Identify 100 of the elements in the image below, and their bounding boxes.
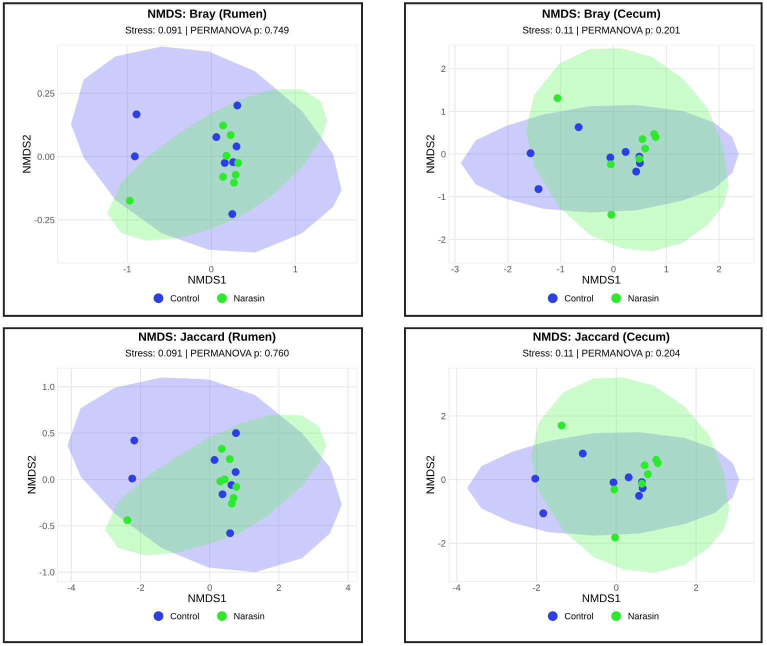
x-tick-label: -1 <box>557 266 564 272</box>
y-tick-label: -0.25 <box>34 216 54 224</box>
y-tick-label: 0.0 <box>42 476 54 483</box>
x-tick-label: 1 <box>664 266 668 272</box>
legend-label: Control <box>170 294 199 302</box>
x-tick-label: 1 <box>293 266 298 272</box>
legend-label: Narasin <box>234 294 264 302</box>
point <box>218 490 226 498</box>
point <box>218 444 226 453</box>
point <box>226 455 234 463</box>
point <box>226 131 235 140</box>
y-tick-label: -2 <box>438 236 446 243</box>
chart-subtitle: Stress: 0.091 | PERMANOVA p: 0.749 <box>126 26 289 36</box>
y-tick-label: 2 <box>441 412 446 420</box>
point <box>219 122 227 130</box>
y-tick-label: 0.5 <box>42 430 54 436</box>
point <box>558 422 566 430</box>
x-tick-label: -1 <box>124 266 131 272</box>
y-tick-label: -2 <box>438 540 446 546</box>
y-axis-title: NMDS2 <box>426 456 434 494</box>
chart-title: NMDS: Jaccard (Cecum) <box>534 332 670 344</box>
point <box>219 172 227 181</box>
point <box>554 94 562 102</box>
x-tick-label: 0 <box>209 266 214 272</box>
point <box>635 492 643 500</box>
point <box>644 470 652 478</box>
legend-label: Narasin <box>234 612 264 620</box>
point <box>654 459 662 467</box>
x-tick-label: 0 <box>614 584 618 591</box>
x-tick-label: 0 <box>208 584 212 591</box>
point <box>611 534 620 542</box>
point <box>232 482 240 491</box>
point <box>216 477 224 486</box>
y-tick-label: 0.00 <box>38 154 54 160</box>
point <box>222 152 230 160</box>
point <box>534 185 542 193</box>
point <box>606 154 614 162</box>
point <box>641 144 650 152</box>
chart-title: NMDS: Bray (Rumen) <box>148 9 266 20</box>
point <box>234 159 242 167</box>
chart-title: NMDS: Bray (Cecum) <box>542 9 660 20</box>
point <box>232 170 240 179</box>
point <box>232 142 240 150</box>
point <box>232 468 240 476</box>
legend-label: Control <box>170 612 199 620</box>
y-tick-label: 2 <box>441 66 446 72</box>
point <box>578 450 587 458</box>
point <box>539 509 548 518</box>
point <box>606 160 615 168</box>
x-axis-title: NMDS1 <box>188 276 226 284</box>
y-tick-label: 0 <box>441 151 446 158</box>
point <box>232 429 240 438</box>
point <box>132 110 140 118</box>
point <box>640 461 649 470</box>
point <box>220 159 229 167</box>
chart-title: NMDS: Jaccard (Rumen) <box>139 332 276 344</box>
x-tick-label: 0 <box>611 266 616 272</box>
point <box>228 500 236 508</box>
point <box>531 474 540 483</box>
x-tick-label: -2 <box>532 584 540 591</box>
x-axis-title: NMDS1 <box>582 594 620 602</box>
point <box>128 474 136 482</box>
point <box>610 486 618 494</box>
x-tick-label: -4 <box>453 584 460 591</box>
point <box>230 178 238 187</box>
legend-label: Narasin <box>628 612 658 620</box>
point <box>226 529 234 538</box>
point <box>210 456 218 464</box>
legend-label: Control <box>564 612 593 620</box>
x-tick-label: -3 <box>451 266 459 272</box>
point <box>526 149 534 158</box>
y-tick-label: -1 <box>438 194 446 200</box>
point <box>130 152 139 160</box>
y-tick-label: 1 <box>442 108 446 115</box>
point <box>123 516 132 524</box>
x-tick-label: 4 <box>346 584 350 591</box>
y-tick-label: 0.25 <box>38 90 54 97</box>
x-tick-label: 2 <box>694 584 698 591</box>
point <box>632 168 640 176</box>
chart-subtitle: Stress: 0.11 | PERMANOVA p: 0.201 <box>522 26 680 36</box>
x-tick-label: -4 <box>68 584 76 591</box>
x-tick-label: -2 <box>504 266 512 272</box>
chart-subtitle: Stress: 0.091 | PERMANOVA p: 0.760 <box>126 349 289 358</box>
x-tick-label: 2 <box>717 266 722 272</box>
point <box>622 148 630 156</box>
y-axis-title: NMDS2 <box>28 456 36 494</box>
legend-label: Narasin <box>628 294 658 302</box>
point <box>574 123 583 132</box>
point <box>233 102 242 110</box>
legend-label: Control <box>564 294 593 302</box>
y-axis-title: NMDS2 <box>22 135 31 173</box>
chart-subtitle: Stress: 0.11 | PERMANOVA p: 0.204 <box>522 349 680 358</box>
point <box>607 210 616 219</box>
y-tick-label: 0 <box>441 476 446 483</box>
x-axis-title: NMDS1 <box>582 276 620 284</box>
point <box>228 210 236 218</box>
y-tick-label: -0.5 <box>40 522 54 530</box>
y-axis-title: NMDS2 <box>426 135 434 173</box>
point <box>638 135 646 144</box>
point <box>624 473 633 482</box>
